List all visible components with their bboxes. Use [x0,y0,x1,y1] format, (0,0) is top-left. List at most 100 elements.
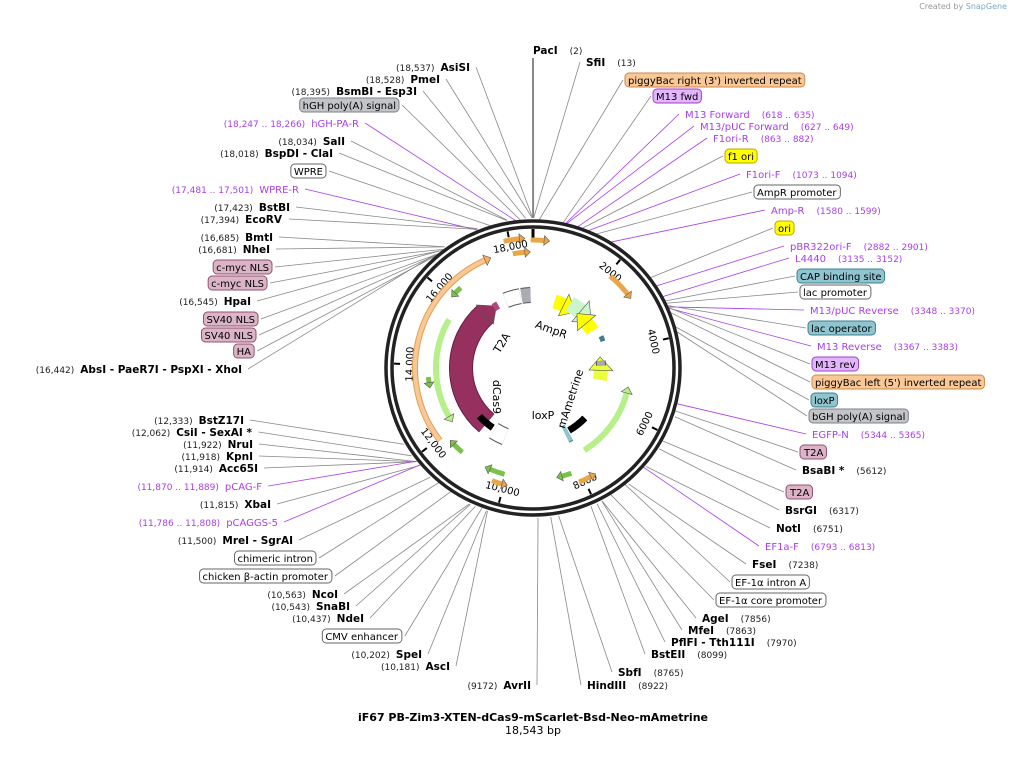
site-label[interactable]: (11,918) KpnI [181,451,253,463]
primer-label[interactable]: Amp-R (1580 .. 1599) [771,206,881,217]
primer-range: (18,247 .. 18,266) [224,120,305,130]
site-label[interactable]: (9172) AvrII [467,680,531,692]
green-feature-arc-head [620,386,633,396]
enzyme-name: AbsI - PaeR7I - PspXI - XhoI [80,364,242,376]
site-label[interactable]: (16,685) BmtI [201,232,273,244]
site-label[interactable]: BstEII (8099) [651,649,727,661]
feature-label[interactable]: EF-1α core promoter [715,592,827,608]
site-label[interactable]: SbfI (8765) [618,667,684,679]
feature-label[interactable]: SV40 NLS [203,311,259,327]
feature-label[interactable]: SV40 NLS [201,327,257,343]
feature-label[interactable]: bGH poly(A) signal [808,408,909,424]
primer-label[interactable]: M13 Forward (618 .. 635) [685,110,815,121]
feature-label[interactable]: loxP [810,392,839,408]
primer-name: Amp-R [771,206,805,217]
site-text: (18,528) PmeI [366,74,440,86]
primer-label[interactable]: EF1a-F (6793 .. 6813) [765,542,875,553]
feature-label[interactable]: hGH poly(A) signal [299,97,400,113]
feature-label[interactable]: M13 fwd [652,88,702,104]
leader-line [674,416,797,471]
dcas9-arc [450,306,495,432]
feature-label[interactable]: HA [233,343,255,359]
primer-label[interactable]: EGFP-N (5344 .. 5365) [812,430,925,441]
feature-label[interactable]: f1 ori [724,148,758,164]
primer-label[interactable]: F1ori-F (1073 .. 1094) [746,170,857,181]
site-label[interactable]: BsrGI (6317) [785,505,859,517]
feature-name: HA [237,347,252,358]
site-label[interactable]: (18,395) BsmBI - Esp3I [292,86,417,98]
feature-box [201,327,257,343]
credit-prefix: Created by [919,2,964,11]
primer-label[interactable]: (17,481 .. 17,501) WPRE-R [172,185,299,196]
primer-text: L4440 (3135 .. 3152) [795,254,902,265]
site-label[interactable]: HindIII (8922) [587,680,668,692]
site-label[interactable]: PflFI - Tth111I (7970) [671,637,797,649]
feature-label[interactable]: WPRE [290,163,327,179]
site-label[interactable]: (11,922) NruI [183,439,253,451]
enzyme-name: BmtI [245,232,273,244]
primer-label[interactable]: pBR322ori-F (2882 .. 2901) [790,242,928,253]
site-label[interactable]: BsaBI * (5612) [802,465,886,477]
site-label[interactable]: NotI (6751) [776,523,843,535]
feature-label[interactable]: piggyBac left (5') inverted repeat [811,374,985,390]
leader-line [674,326,810,401]
feature-label[interactable]: c-myc NLS [207,275,268,291]
site-label[interactable]: (12,062) CsiI - SexAI * [132,427,253,439]
loxp-box [561,425,573,442]
primer-label[interactable]: (11,786 .. 11,808) pCAGGS-5 [139,518,278,529]
site-label[interactable]: (17,423) BstBI [214,202,290,214]
site-label[interactable]: (11,815) XbaI [200,499,271,511]
site-label[interactable]: (10,202) SpeI [351,649,422,661]
site-label[interactable]: MfeI (7863) [688,625,756,637]
enzyme-name: NheI [243,244,270,256]
site-position: (7863) [726,627,756,637]
site-label[interactable]: (12,333) BstZ17I [154,415,244,427]
site-label[interactable]: (16,442) AbsI - PaeR7I - PspXI - XhoI [36,364,242,376]
primer-label[interactable]: M13/pUC Forward (627 .. 649) [700,122,854,133]
site-label[interactable]: PacI (2) [533,45,582,57]
feature-label[interactable]: AmpR promoter [753,184,841,200]
site-label[interactable]: AgeI (7856) [702,613,771,625]
site-label[interactable]: (11,500) MreI - SgrAI [178,535,293,547]
feature-label[interactable]: CMV enhancer [321,628,403,644]
feature-label[interactable]: CAP binding site [796,268,886,284]
feature-label[interactable]: M13 rev [811,356,860,372]
site-label[interactable]: FseI (7238) [752,559,818,571]
site-label[interactable]: (10,543) SnaBI [271,601,350,613]
site-label[interactable]: (18,528) PmeI [366,74,440,86]
feature-label[interactable]: EF-1α intron A [731,574,810,590]
feature-label[interactable]: T2A [799,444,827,460]
site-text: (17,423) BstBI [214,202,290,214]
feature-label[interactable]: chicken β-actin promoter [199,568,333,584]
primer-range: (3348 .. 3370) [911,307,975,317]
site-label[interactable]: SfiI (13) [586,57,636,69]
feature-label[interactable]: c-myc NLS [212,259,273,275]
site-label[interactable]: (11,914) Acc65I [174,463,258,475]
feature-label[interactable]: lac operator [807,320,876,336]
leader-line [343,503,470,595]
leader-line [575,137,708,229]
primer-label[interactable]: (18,247 .. 18,266) hGH-PA-R [224,119,359,130]
feature-label[interactable]: lac promoter [799,284,872,300]
site-label[interactable]: (16,681) NheI [198,244,270,256]
site-label[interactable]: (10,437) NdeI [292,613,364,625]
site-label[interactable]: (18,537) AsiSI [396,62,470,74]
feature-label[interactable]: piggyBac right (3') inverted repeat [624,72,806,88]
site-label[interactable]: (10,563) NcoI [267,589,338,601]
site-label[interactable]: (18,034) SalI [278,136,345,148]
feature-label[interactable]: ori [774,220,795,236]
site-label[interactable]: (18,018) BspDI - ClaI [220,148,333,160]
primer-label[interactable]: F1ori-R (863 .. 882) [713,134,814,145]
primer-label[interactable]: L4440 (3135 .. 3152) [795,254,902,265]
feature-label[interactable]: chimeric intron [234,550,317,566]
primer-label[interactable]: M13/pUC Reverse (3348 .. 3370) [810,306,975,317]
feature-name: piggyBac left (5') inverted repeat [815,378,981,389]
site-label[interactable]: (16,545) HpaI [179,296,251,308]
site-label[interactable]: (10,181) AscI [381,661,450,673]
primer-label[interactable]: (11,870 .. 11,889) pCAG-F [137,482,262,493]
primer-label[interactable]: M13 Reverse (3367 .. 3383) [817,342,958,353]
site-label[interactable]: (17,394) EcoRV [201,214,283,226]
feature-label[interactable]: T2A [785,484,813,500]
leader-line [596,191,753,235]
leader-line [295,206,478,230]
